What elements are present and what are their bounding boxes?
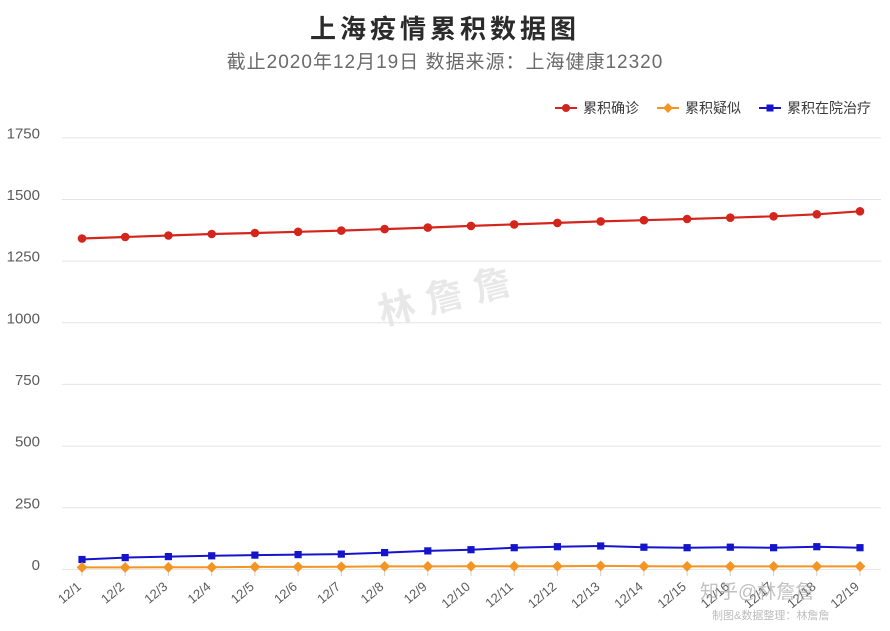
svg-text:12/7: 12/7 xyxy=(314,579,343,607)
svg-text:12/4: 12/4 xyxy=(185,579,214,607)
svg-text:知乎@林詹詹: 知乎@林詹詹 xyxy=(700,581,814,603)
svg-text:250: 250 xyxy=(15,495,40,512)
svg-text:1750: 1750 xyxy=(7,125,40,142)
svg-text:1250: 1250 xyxy=(7,249,40,266)
svg-text:12/9: 12/9 xyxy=(401,579,430,607)
svg-text:12/14: 12/14 xyxy=(611,579,646,611)
svg-text:500: 500 xyxy=(15,434,40,451)
svg-text:12/10: 12/10 xyxy=(438,579,473,611)
svg-text:12/12: 12/12 xyxy=(525,579,560,611)
svg-text:12/1: 12/1 xyxy=(55,579,84,607)
svg-text:12/8: 12/8 xyxy=(357,579,386,607)
svg-text:12/19: 12/19 xyxy=(827,579,862,611)
svg-text:12/2: 12/2 xyxy=(98,579,127,607)
svg-text:12/3: 12/3 xyxy=(141,579,170,607)
svg-text:12/13: 12/13 xyxy=(568,579,603,611)
svg-text:12/15: 12/15 xyxy=(654,579,689,611)
svg-text:1500: 1500 xyxy=(7,187,40,204)
svg-text:750: 750 xyxy=(15,372,40,389)
svg-text:0: 0 xyxy=(32,557,40,574)
svg-text:1000: 1000 xyxy=(7,310,40,327)
svg-text:12/11: 12/11 xyxy=(482,579,516,611)
svg-text:12/5: 12/5 xyxy=(228,579,257,607)
svg-text:12/6: 12/6 xyxy=(271,579,300,607)
